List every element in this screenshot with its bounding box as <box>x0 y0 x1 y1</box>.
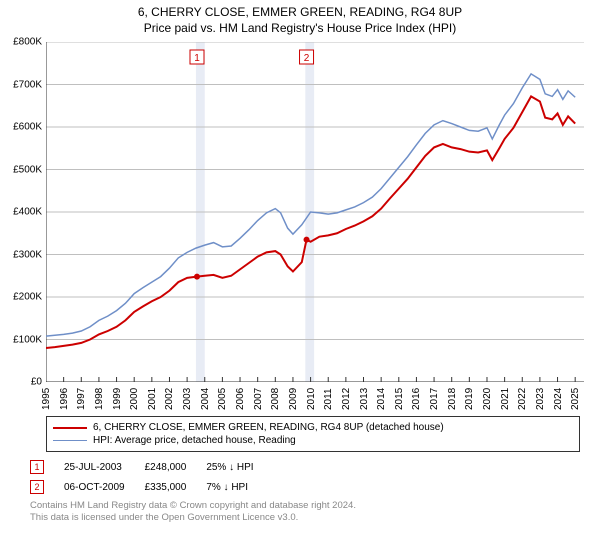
x-tick-label: 2014 <box>376 388 387 410</box>
y-tick-label: £300K <box>13 249 42 260</box>
marker-badge: 2 <box>30 480 44 494</box>
y-tick-label: £400K <box>13 207 42 218</box>
x-tick-label: 2005 <box>217 388 228 410</box>
x-tick-label: 2021 <box>500 388 511 410</box>
x-tick-label: 2023 <box>535 388 546 410</box>
table-row: 1 25-JUL-2003£248,00025% ↓ HPI <box>30 458 272 476</box>
legend: 6, CHERRY CLOSE, EMMER GREEN, READING, R… <box>46 416 580 452</box>
x-tick-label: 2012 <box>341 388 352 410</box>
x-tick-label: 1995 <box>41 388 52 410</box>
legend-label: HPI: Average price, detached house, Read… <box>93 435 296 446</box>
legend-swatch <box>53 427 87 429</box>
y-tick-label: £700K <box>13 79 42 90</box>
marker-delta: 7% ↓ HPI <box>206 478 271 496</box>
chart-marker: 2 <box>300 50 314 64</box>
x-tick-label: 2022 <box>517 388 528 410</box>
table-row: 2 06-OCT-2009£335,0007% ↓ HPI <box>30 478 272 496</box>
x-tick-label: 2002 <box>164 388 175 410</box>
x-tick-label: 1996 <box>59 388 70 410</box>
x-tick-label: 2020 <box>482 388 493 410</box>
marker-price: £335,000 <box>145 478 205 496</box>
x-tick-label: 1999 <box>112 388 123 410</box>
x-tick-label: 1998 <box>94 388 105 410</box>
legend-label: 6, CHERRY CLOSE, EMMER GREEN, READING, R… <box>93 422 444 433</box>
x-tick-label: 2007 <box>253 388 264 410</box>
legend-swatch <box>53 440 87 441</box>
x-tick-label: 2019 <box>464 388 475 410</box>
footnote: Contains HM Land Registry data © Crown c… <box>30 500 600 524</box>
x-tick-label: 2025 <box>570 388 581 410</box>
marker-table: 1 25-JUL-2003£248,00025% ↓ HPI 2 06-OCT-200… <box>28 456 274 498</box>
x-tick-label: 2000 <box>129 388 140 410</box>
x-tick-label: 2015 <box>394 388 405 410</box>
marker-badge: 1 <box>30 460 44 474</box>
x-tick-label: 1997 <box>76 388 87 410</box>
title-line-2: Price paid vs. HM Land Registry's House … <box>0 20 600 36</box>
legend-row: HPI: Average price, detached house, Read… <box>53 434 573 447</box>
x-tick-label: 2009 <box>288 388 299 410</box>
y-tick-label: £100K <box>13 334 42 345</box>
x-tick-label: 2024 <box>553 388 564 410</box>
svg-text:2: 2 <box>304 53 310 64</box>
y-tick-label: £800K <box>13 37 42 48</box>
x-tick-label: 2017 <box>429 388 440 410</box>
chart-title: 6, CHERRY CLOSE, EMMER GREEN, READING, R… <box>0 0 600 36</box>
marker-delta: 25% ↓ HPI <box>206 458 271 476</box>
x-tick-label: 2006 <box>235 388 246 410</box>
x-tick-label: 2018 <box>447 388 458 410</box>
chart-marker: 1 <box>190 50 204 64</box>
x-tick-label: 2010 <box>306 388 317 410</box>
y-tick-label: £200K <box>13 292 42 303</box>
y-tick-label: £500K <box>13 164 42 175</box>
x-tick-label: 2016 <box>411 388 422 410</box>
x-tick-label: 2008 <box>270 388 281 410</box>
x-tick-label: 2001 <box>147 388 158 410</box>
footnote-line-1: Contains HM Land Registry data © Crown c… <box>30 500 600 512</box>
title-line-1: 6, CHERRY CLOSE, EMMER GREEN, READING, R… <box>0 4 600 20</box>
x-tick-label: 2011 <box>323 389 334 411</box>
x-tick-label: 2013 <box>359 388 370 410</box>
chart-plot-area: 12 £0£100K£200K£300K£400K£500K£600K£700K… <box>46 42 584 382</box>
x-tick-label: 2003 <box>182 388 193 410</box>
x-tick-label: 2004 <box>200 388 211 410</box>
svg-text:1: 1 <box>194 53 200 64</box>
chart-svg: 12 <box>46 42 584 382</box>
footnote-line-2: This data is licensed under the Open Gov… <box>30 512 600 524</box>
y-tick-label: £0 <box>31 377 42 388</box>
y-tick-label: £600K <box>13 122 42 133</box>
marker-price: £248,000 <box>145 458 205 476</box>
marker-date: 25-JUL-2003 <box>64 458 143 476</box>
marker-date: 06-OCT-2009 <box>64 478 143 496</box>
legend-row: 6, CHERRY CLOSE, EMMER GREEN, READING, R… <box>53 421 573 434</box>
